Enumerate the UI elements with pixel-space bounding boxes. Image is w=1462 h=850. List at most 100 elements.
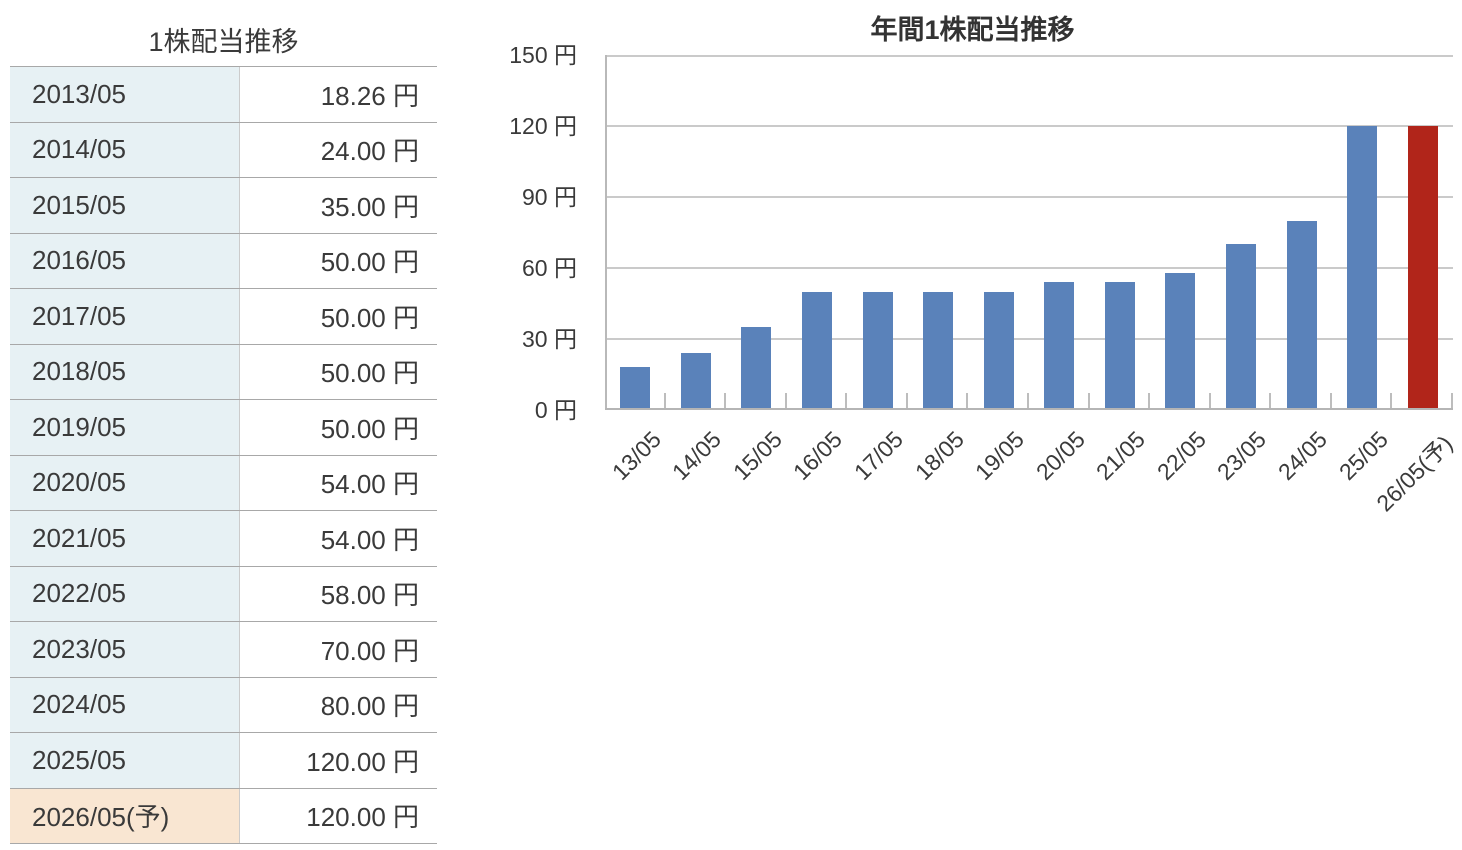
gridline <box>605 267 1453 269</box>
table-cell-year: 2019/05 <box>10 400 240 455</box>
bar-band <box>908 55 969 410</box>
bar-band <box>1393 55 1454 410</box>
x-axis-tick <box>1027 393 1029 410</box>
table-row: 2017/05 50.00 円 <box>10 289 437 345</box>
y-axis-tick-label: 30 円 <box>522 326 577 352</box>
y-axis-tick-label: 90 円 <box>522 184 577 210</box>
x-axis-tick <box>905 393 908 410</box>
bar-band <box>605 55 666 410</box>
y-axis-tick-label: 120 円 <box>509 113 577 139</box>
table-row: 2014/05 24.00 円 <box>10 122 437 178</box>
table-cell-year: 2017/05 <box>10 289 240 344</box>
table-row: 2016/05 50.00 円 <box>10 233 437 289</box>
table-cell-year: 2013/05 <box>10 67 240 122</box>
table-row: 2025/05 120.00 円 <box>10 733 437 789</box>
x-axis-tick <box>784 393 787 410</box>
table-row: 2022/05 58.00 円 <box>10 566 437 622</box>
x-axis-tick <box>1451 393 1453 410</box>
gridline <box>605 125 1453 127</box>
bar-band <box>1211 55 1272 410</box>
table-cell-year: 2015/05 <box>10 178 240 233</box>
table-cell-value: 50.00 円 <box>240 289 437 344</box>
table-cell-value: 18.26 円 <box>240 67 437 122</box>
chart-plot-area: 13/05 14/05 15/05 16/05 17/05 18/05 19/05 20/05… <box>509 42 1457 516</box>
dividend-chart-section: 年間1株配当推移 13/05 14/05 15/05 16/05 17/05 18/05 1… <box>490 14 1457 516</box>
y-axis-tick-label: 60 円 <box>522 255 577 281</box>
x-axis-tick-label-text: 18/05 <box>909 426 969 486</box>
bar-band <box>726 55 787 410</box>
dividend-table: 2013/05 18.26 円 2014/05 24.00 円 2015/05 … <box>10 66 437 844</box>
chart-title: 年間1株配当推移 <box>870 15 1075 45</box>
y-axis-tick-label: 150 円 <box>509 42 577 68</box>
bar-band <box>666 55 727 410</box>
table-cell-value: 58.00 円 <box>240 566 437 621</box>
table-title: 1株配当推移 <box>148 27 299 57</box>
bar <box>802 291 833 410</box>
gridline <box>605 55 1453 57</box>
bar <box>741 327 772 410</box>
bar-band <box>1029 55 1090 410</box>
table-row: 2018/05 50.00 円 <box>10 344 437 400</box>
table-row: 2024/05 80.00 円 <box>10 677 437 733</box>
x-axis-tick-label-text: 23/05 <box>1212 426 1272 486</box>
table-cell-value: 120.00 円 <box>240 788 437 843</box>
x-axis-tick <box>1087 393 1090 410</box>
x-axis-labels: 13/05 14/05 15/05 16/05 17/05 18/05 19/05 20/05… <box>605 410 1458 540</box>
table-cell-value: 120.00 円 <box>240 733 437 788</box>
x-axis-tick-label-text: 14/05 <box>667 426 727 486</box>
table-cell-value: 35.00 円 <box>240 178 437 233</box>
table-row: 2026/05(予) 120.00 円 <box>10 788 437 844</box>
bar <box>620 366 651 410</box>
x-axis-tick <box>663 393 666 410</box>
table-row: 2021/05 54.00 円 <box>10 511 437 567</box>
bar-band <box>1271 55 1332 410</box>
x-axis-tick <box>966 393 969 410</box>
x-axis-tick <box>1390 393 1393 410</box>
bar-series <box>605 55 1453 410</box>
table-cell-year: 2025/05 <box>10 733 240 788</box>
x-axis-line <box>605 408 1453 410</box>
table-row: 2023/05 70.00 円 <box>10 622 437 678</box>
bar <box>983 291 1014 410</box>
table-cell-year: 2014/05 <box>10 122 240 177</box>
table-cell-value: 70.00 円 <box>240 622 437 677</box>
bar-band <box>1150 55 1211 410</box>
table-cell-year: 2026/05(予) <box>10 788 240 843</box>
x-axis-tick <box>1208 393 1211 410</box>
table-cell-value: 50.00 円 <box>240 344 437 399</box>
table-row: 2020/05 54.00 円 <box>10 455 437 511</box>
gridline <box>605 196 1453 198</box>
bar <box>1165 272 1196 410</box>
x-axis-tick-label-text: 17/05 <box>848 426 908 486</box>
bar <box>1044 282 1075 410</box>
x-axis-tick-label-text: 15/05 <box>727 426 787 486</box>
table-cell-year: 2020/05 <box>10 455 240 510</box>
x-axis-tick-label-text: 13/05 <box>606 426 666 486</box>
bar <box>680 353 711 410</box>
forecast-bar <box>1407 126 1438 410</box>
table-cell-year: 2022/05 <box>10 566 240 621</box>
x-axis-tick-label-text: 16/05 <box>788 426 848 486</box>
x-axis-tick-label-text: 21/05 <box>1091 426 1151 486</box>
bar <box>923 291 954 410</box>
table-cell-value: 80.00 円 <box>240 677 437 732</box>
x-axis-tick <box>1329 393 1332 410</box>
table-cell-year: 2021/05 <box>10 511 240 566</box>
bar <box>1286 220 1317 410</box>
x-axis-tick-label-text: 19/05 <box>970 426 1030 486</box>
table-cell-value: 50.00 円 <box>240 400 437 455</box>
table-cell-value: 50.00 円 <box>240 233 437 288</box>
x-axis-tick <box>1269 393 1272 410</box>
x-axis-tick <box>1148 393 1151 410</box>
bar <box>862 291 893 410</box>
y-axis-line <box>605 55 607 410</box>
table-row: 2015/05 35.00 円 <box>10 178 437 234</box>
table-cell-year: 2023/05 <box>10 622 240 677</box>
bar <box>1226 244 1257 410</box>
y-axis-tick-label: 0 円 <box>534 397 577 423</box>
x-axis-tick-label-text: 20/05 <box>1030 426 1090 486</box>
x-axis-tick-label-text: 24/05 <box>1272 426 1332 486</box>
x-axis-tick <box>724 393 727 410</box>
dividend-table-section: 1株配当推移 2013/05 18.26 円 2014/05 24.00 円 2… <box>10 24 437 844</box>
